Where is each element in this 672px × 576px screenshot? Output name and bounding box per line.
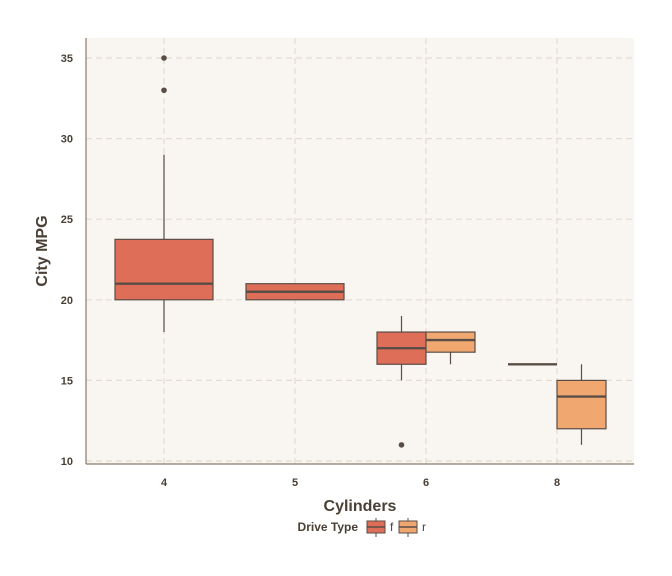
axes: 10 15 20 25 30 35 4 5 6 8 (61, 38, 634, 489)
y-tick-label: 30 (61, 134, 73, 146)
legend-title: Drive Type (298, 520, 359, 534)
box-body (556, 379, 607, 430)
legend-label: f (390, 520, 394, 534)
legend-item-f: f (366, 518, 394, 537)
outlier-point (161, 55, 167, 61)
legend-item-r: r (398, 518, 426, 537)
box-body (425, 331, 476, 353)
x-tick-label: 8 (554, 477, 560, 489)
y-tick-label: 35 (61, 53, 73, 65)
box-r-cyl-8 (556, 364, 607, 445)
box-f-cyl-5 (245, 283, 345, 301)
y-axis-title: City MPG (34, 215, 51, 286)
y-tick-label: 25 (61, 214, 73, 226)
y-tick-label: 10 (61, 456, 73, 468)
x-tick-label: 6 (423, 477, 429, 489)
outlier-point (398, 442, 405, 448)
box-body (114, 238, 214, 301)
x-tick-label: 4 (161, 477, 168, 489)
outlier-point (161, 87, 167, 94)
boxes (114, 55, 607, 448)
box-r-cyl-6 (425, 331, 476, 365)
x-tick-label: 5 (292, 477, 298, 489)
box-f-cyl-6 (376, 315, 427, 448)
legend-label: r (422, 520, 426, 534)
box-f-cyl-4 (114, 55, 214, 333)
legend: Drive Type f r (298, 518, 426, 537)
x-axis-title: Cylinders (324, 498, 397, 515)
y-tick-label: 15 (61, 375, 73, 387)
y-tick-label: 20 (61, 295, 73, 307)
